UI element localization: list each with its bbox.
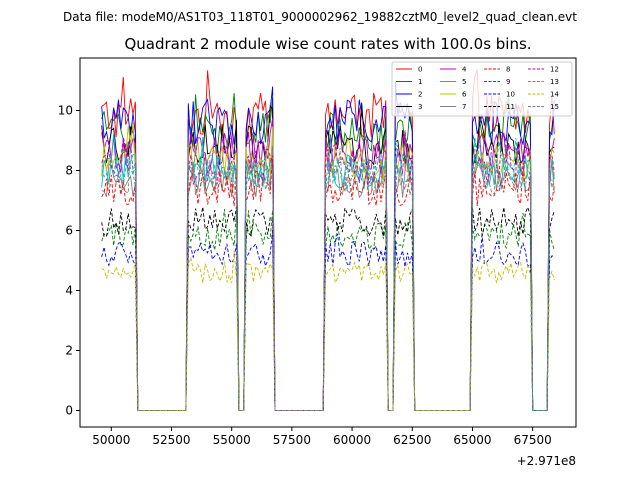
y-tick-label: 0 (65, 404, 73, 418)
legend-label-1: 1 (418, 78, 422, 86)
series-line-2 (101, 80, 555, 411)
legend-label-7: 7 (462, 103, 466, 111)
legend-label-12: 12 (550, 66, 559, 74)
legend-label-9: 9 (506, 78, 510, 86)
x-tick-label: 62500 (393, 433, 431, 447)
series-line-7 (101, 146, 555, 411)
y-tick-label: 2 (65, 344, 73, 358)
legend-frame (391, 61, 573, 117)
series-line-1 (101, 93, 555, 411)
y-tick-label: 4 (65, 284, 73, 298)
x-tick-label: 57500 (273, 433, 311, 447)
legend-label-15: 15 (550, 103, 559, 111)
suptitle: Data file: modeM0/AS1T03_118T01_90000029… (63, 10, 577, 24)
x-tick-label: 60000 (333, 433, 371, 447)
chart-title: Quadrant 2 module wise count rates with … (124, 35, 531, 53)
x-tick-label: 65000 (453, 433, 491, 447)
y-axis: 0 2 4 6 8 10 (58, 104, 80, 418)
y-tick-label: 8 (65, 164, 73, 178)
legend-label-3: 3 (418, 103, 422, 111)
legend-label-4: 4 (462, 66, 467, 74)
x-tick-label: 52500 (152, 433, 190, 447)
series-line-13 (101, 135, 555, 411)
series-line-15 (101, 140, 555, 411)
y-tick-label: 10 (58, 104, 73, 118)
series-line-14 (101, 250, 555, 411)
legend-label-6: 6 (462, 91, 467, 99)
legend-label-14: 14 (550, 91, 559, 99)
legend-label-10: 10 (506, 91, 515, 99)
series-line-8 (101, 155, 555, 411)
legend-label-13: 13 (550, 78, 559, 86)
legend-label-0: 0 (418, 66, 422, 74)
legend-label-8: 8 (506, 66, 510, 74)
series-line-12 (101, 130, 555, 411)
axes-frame (79, 57, 577, 428)
series-line-9 (101, 209, 555, 411)
legend-label-2: 2 (418, 91, 422, 99)
x-offset-label: +2.971e8 (517, 454, 576, 468)
legend-label-11: 11 (506, 103, 515, 111)
y-tick-label: 6 (65, 224, 73, 238)
x-tick-label: 55000 (213, 433, 251, 447)
legend-label-5: 5 (462, 78, 466, 86)
series-line-10 (101, 230, 555, 411)
x-tick-label: 67500 (514, 433, 552, 447)
series-line-11 (101, 206, 555, 411)
x-tick-label: 50000 (92, 433, 130, 447)
x-axis: 50000 52500 55000 57500 60000 62500 65000 67500 (92, 427, 552, 447)
plot-area (101, 69, 555, 411)
